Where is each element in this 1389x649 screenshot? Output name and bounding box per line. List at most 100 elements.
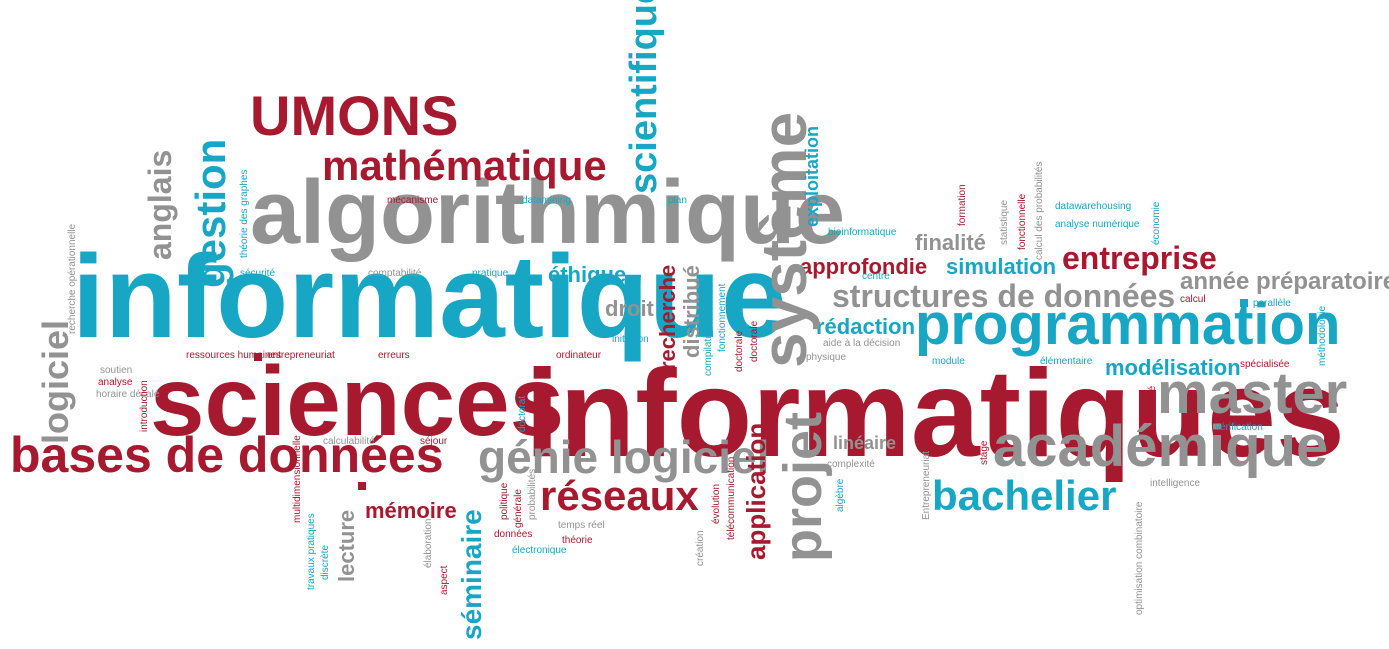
word-academique: académique: [993, 414, 1329, 479]
square-marker: [1240, 299, 1248, 307]
word-exploitation: exploitation: [802, 125, 822, 227]
word-parallele: parallèle: [1253, 298, 1291, 309]
word-formation: formation: [957, 184, 968, 226]
word-electronique: temps réel: [558, 520, 605, 531]
word-fonctionnement: doctorale: [734, 330, 745, 372]
word-annee-preparatoire: année préparatoire: [1180, 268, 1389, 295]
word-seminaire: séminaire: [456, 509, 487, 640]
word-horaire-decale: introduction: [139, 380, 150, 432]
word-reseaux: réseaux: [540, 472, 699, 519]
word-umons: UMONS: [250, 84, 459, 147]
word-bachelier: bachelier: [932, 472, 1117, 519]
word-entrepreneuriat-v: Entrepreneuriat: [921, 451, 932, 520]
word-multidimensionnelle: travaux pratiques: [306, 513, 317, 590]
word-travaux-pratiques: discrète: [320, 544, 331, 580]
word-master: master: [1157, 361, 1348, 426]
word-mathematique: mathématique: [322, 142, 607, 189]
word-statistique: statistique: [999, 199, 1010, 245]
word-donnees: électronique: [512, 545, 567, 556]
word-compilation: fonctionnement: [717, 283, 728, 352]
word-distribue: distribué: [679, 265, 704, 358]
word-lecture: lecture: [334, 509, 359, 582]
word-algebre: algèbre: [835, 478, 846, 512]
word-lineaire: linéaire: [833, 433, 897, 453]
word-generale: probabilités: [527, 468, 538, 520]
word-theorie-des-graphes: théorie des graphes: [239, 169, 250, 258]
word-recherche: recherche: [655, 264, 680, 370]
word-securite: mécanisme: [387, 195, 439, 206]
word-recherche-operationnelle: recherche opérationnelle: [67, 223, 78, 334]
word-anglais: anglais: [142, 149, 178, 260]
word-informatiques: informatiques: [525, 345, 1345, 483]
word-finalite: finalité: [915, 230, 986, 255]
word-projet: projet: [773, 411, 833, 562]
word-memoire: mémoire: [365, 498, 457, 523]
word-informatique: informatique: [72, 231, 787, 363]
word-aide-a-la-decision: aide à la décision: [823, 338, 901, 349]
word-avance: avancé: [1147, 385, 1158, 418]
word-creation: évolution: [711, 483, 722, 524]
word-entrepreneuriat: erreurs: [378, 350, 410, 361]
word-probabilites: données: [494, 529, 533, 540]
word-complexite: complexité: [827, 459, 875, 470]
word-doctorale: doctorale: [749, 320, 760, 362]
word-optimisation-combinatoire: optimisation combinatoire: [1134, 501, 1145, 615]
word-approfondie: approfondie: [800, 254, 928, 279]
word-gestion: gestion: [187, 138, 234, 288]
word-ethique: éthique: [548, 262, 627, 287]
word-politique: générale: [513, 489, 524, 528]
word-discrete: élaboration: [423, 518, 434, 568]
word-elementaire: élémentaire: [1040, 356, 1093, 367]
word-specialisee: spécialisée: [1240, 359, 1290, 370]
word-programmation: programmation: [915, 292, 1341, 357]
word-modelisation: modélisation: [1105, 355, 1241, 380]
word-analyse: horaire décalé: [96, 389, 160, 400]
word-mecanisme: datamining: [522, 195, 571, 206]
word-soutien: analyse: [98, 377, 133, 388]
word-module: module: [932, 356, 965, 367]
word-stage: stage: [979, 440, 990, 465]
word-introduction: doctorat: [517, 395, 528, 432]
word-intelligence: intelligence: [1150, 478, 1201, 489]
word-temps-reel: théorie: [562, 535, 593, 546]
word-fonctionnelle: fonctionnelle: [1017, 193, 1028, 250]
word-structures-de-donnees: structures de données: [832, 278, 1176, 314]
word-datamining: plan: [668, 195, 687, 206]
word-plan: comptabilité: [368, 268, 422, 279]
word-scientifique: scientifique: [623, 0, 665, 194]
word-ordinateur: ressources humaines: [186, 350, 282, 361]
word-ressources-humaines: entrepreneuriat: [267, 350, 335, 361]
word-sciences: sciences: [150, 346, 565, 456]
word-application: application: [741, 422, 771, 560]
word-verification: vérification: [1215, 422, 1263, 433]
word-erreurs: soutien: [100, 365, 133, 376]
word-entreprise: entreprise: [1062, 240, 1217, 276]
word-comptabilite: pratique: [472, 268, 509, 279]
word-datawarehousing: datawarehousing: [1055, 201, 1132, 212]
word-genie-logiciel: génie logiciel: [478, 431, 770, 483]
word-redaction: rédaction: [816, 314, 916, 339]
word-pratique: initiation: [612, 334, 649, 345]
word-algorithmique: algorithmique: [250, 163, 846, 263]
word-methodologie: méthodologie: [1317, 305, 1328, 366]
word-economie: économie: [1151, 201, 1162, 245]
word-artificielle: sécurité: [240, 268, 276, 279]
word-initiation: ordinateur: [556, 350, 602, 361]
square-marker: [358, 482, 366, 490]
word-elaboration: aspect: [439, 565, 450, 595]
word-calculabilite: séjour: [420, 436, 448, 447]
word-sejour: multidimensionnelle: [292, 435, 303, 523]
word-droit: droit: [605, 296, 654, 321]
word-doctorat: calculabilité: [323, 436, 375, 447]
word-logiciel: logiciel: [35, 319, 76, 444]
word-bioinformatique: bioinformatique: [828, 227, 897, 238]
word-calcul-des-probabilites: calcul des probabilités: [1034, 161, 1045, 260]
word-simulation: simulation: [946, 254, 1057, 279]
word-evolution: télécommunication: [726, 456, 737, 540]
word-telecommunication: compilation: [703, 325, 714, 376]
word-centre: centre: [862, 271, 890, 282]
word-theorie: création: [695, 530, 706, 566]
square-marker: [254, 353, 262, 361]
word-analyse-numerique: analyse numérique: [1055, 219, 1140, 230]
